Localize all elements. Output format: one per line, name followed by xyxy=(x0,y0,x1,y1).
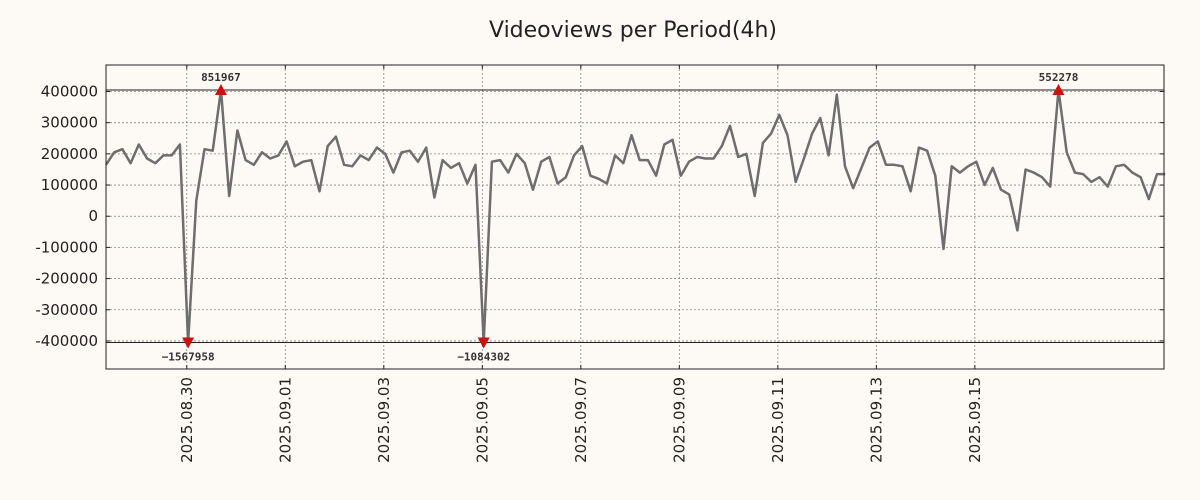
annotations: −1567958 851967 −1084302 552278 xyxy=(162,71,1079,364)
x-tick-label: 2025.09.05 xyxy=(473,377,491,463)
y-tick-label: -200000 xyxy=(35,270,98,288)
x-tick-label: 2025.09.09 xyxy=(670,377,688,463)
x-axis-ticks: 2025.08.30 2025.09.01 2025.09.03 2025.09.05… xyxy=(178,65,984,463)
outlier-marker xyxy=(182,337,195,349)
x-tick-label: 2025.09.13 xyxy=(867,377,885,463)
outlier-label: 851967 xyxy=(201,71,241,84)
x-tick-label: 2025.09.15 xyxy=(966,377,984,463)
y-tick-label: 100000 xyxy=(41,176,98,194)
plot-frame xyxy=(105,64,1165,370)
x-tick-label: 2025.09.01 xyxy=(276,377,294,463)
x-tick-label: 2025.09.11 xyxy=(769,377,787,463)
outlier-label: −1084302 xyxy=(457,350,510,363)
y-axis-ticks: -400000 -300000 -200000 -100000 0 100000 20000… xyxy=(35,83,1164,350)
chart-title: Videoviews per Period(4h) xyxy=(489,18,777,43)
y-tick-label: 400000 xyxy=(41,83,98,101)
outlier-label: −1567958 xyxy=(162,350,215,363)
clip-limit-lines xyxy=(106,89,1164,343)
outlier-marker xyxy=(1052,83,1065,95)
y-tick-label: 200000 xyxy=(41,145,98,163)
outlier-label: 552278 xyxy=(1039,71,1079,84)
y-tick-label: -100000 xyxy=(35,238,98,256)
y-tick-label: -300000 xyxy=(35,301,98,319)
y-tick-label: 0 xyxy=(88,207,98,225)
series-layer xyxy=(104,88,1166,344)
outlier-marker xyxy=(214,83,227,95)
y-tick-label: -400000 xyxy=(35,332,98,350)
x-tick-label: 2025.09.03 xyxy=(375,377,393,463)
y-tick-label: 300000 xyxy=(41,114,98,132)
x-tick-label: 2025.09.07 xyxy=(572,377,590,463)
x-tick-label: 2025.08.30 xyxy=(178,377,196,463)
series-line-videoviews xyxy=(104,88,1166,344)
outlier-marker xyxy=(477,337,490,349)
